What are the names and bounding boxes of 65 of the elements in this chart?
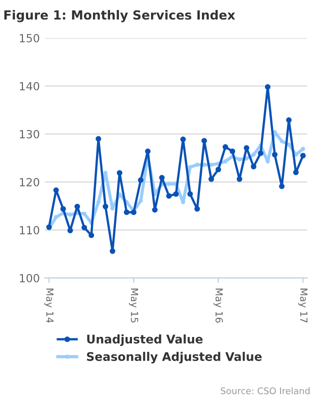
point	[138, 177, 144, 183]
point	[96, 200, 100, 204]
y-tick-label: 140	[20, 82, 40, 90]
point	[264, 84, 270, 90]
chart-title: Figure 1: Monthly Services Index	[4, 10, 236, 22]
point	[82, 212, 86, 216]
point	[286, 117, 292, 123]
point	[195, 162, 200, 167]
y-tick-label: 150	[20, 34, 40, 42]
point	[208, 176, 214, 182]
point	[74, 204, 80, 210]
point	[293, 170, 299, 176]
point	[236, 176, 242, 182]
point	[124, 209, 130, 216]
point	[116, 170, 122, 176]
point	[96, 136, 102, 142]
legend-label: Unadjusted Value	[87, 334, 203, 346]
point	[194, 206, 200, 212]
point	[223, 159, 228, 164]
point	[244, 145, 250, 151]
x-tick-label: May 17	[298, 288, 308, 322]
point	[68, 212, 72, 217]
x-tick-label: May 15	[128, 288, 138, 322]
point	[145, 148, 151, 154]
point	[188, 165, 192, 170]
point	[54, 214, 58, 220]
point	[152, 207, 158, 213]
point	[67, 228, 73, 234]
point	[252, 152, 256, 157]
point	[53, 187, 59, 193]
point	[300, 146, 306, 151]
point	[258, 150, 264, 156]
legend-label: Seasonally Adjusted Value	[86, 352, 262, 364]
point	[250, 164, 256, 170]
point	[187, 191, 193, 197]
x-tick-label: May 14	[44, 288, 54, 323]
point	[279, 184, 285, 190]
point	[180, 136, 186, 142]
y-tick-label: 120	[20, 178, 40, 186]
point	[201, 138, 207, 144]
source-note: Source: CSO Ireland	[220, 387, 310, 394]
point	[102, 204, 108, 210]
point	[130, 209, 136, 216]
y-tick-label: 130	[20, 130, 40, 138]
point	[209, 162, 214, 167]
point	[216, 166, 222, 172]
point	[300, 152, 306, 158]
point	[138, 198, 143, 203]
x-tick-label: May 16	[214, 288, 223, 323]
point	[159, 174, 165, 180]
point	[230, 148, 236, 154]
point	[88, 232, 94, 238]
point	[237, 157, 242, 162]
point	[280, 139, 284, 144]
point	[286, 142, 291, 147]
point	[60, 206, 66, 212]
point	[272, 152, 278, 158]
point	[110, 248, 116, 254]
point	[202, 162, 206, 167]
y-tick-label: 100	[20, 274, 40, 282]
point	[173, 191, 179, 197]
point	[166, 193, 172, 199]
point	[222, 144, 228, 150]
y-tick-label: 110	[20, 226, 40, 234]
point	[82, 224, 88, 230]
